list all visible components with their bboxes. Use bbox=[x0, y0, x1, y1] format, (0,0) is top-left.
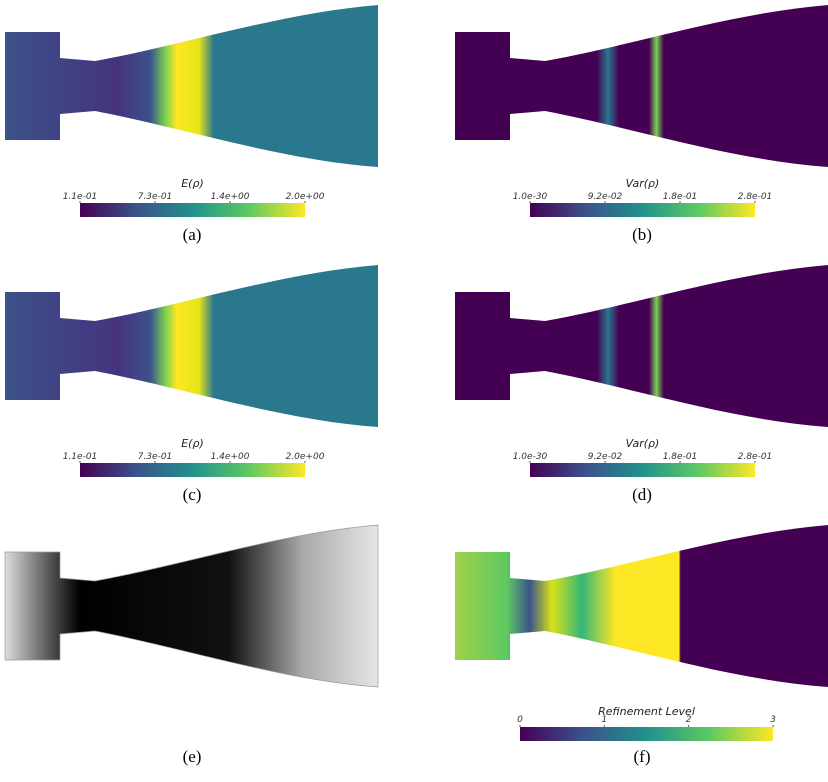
colorbar-tick-label: 9.2e-02 bbox=[588, 192, 623, 202]
caption: (e) bbox=[183, 747, 202, 766]
caption: (f) bbox=[634, 747, 651, 766]
colorbar-tick-label: 0 bbox=[517, 715, 523, 725]
colorbar-tick-label: 1.1e-01 bbox=[63, 452, 98, 462]
caption: (b) bbox=[632, 225, 652, 244]
colorbar-tick-label: 1.1e-01 bbox=[63, 192, 98, 202]
colorbar-tick-label: 1.0e-30 bbox=[513, 192, 548, 202]
nozzle-field bbox=[5, 525, 378, 687]
colorbar-tick-label: 7.3e-01 bbox=[138, 192, 173, 202]
nozzle-field bbox=[455, 265, 828, 427]
colorbar-label: Refinement Level bbox=[598, 705, 695, 718]
colorbar-label: Var(ρ) bbox=[626, 437, 660, 450]
colorbar bbox=[80, 463, 305, 477]
caption: (c) bbox=[183, 485, 202, 504]
nozzle-field bbox=[5, 265, 378, 427]
colorbar-tick-label: 2 bbox=[686, 715, 692, 725]
colorbar-tick-label: 1.8e-01 bbox=[663, 452, 698, 462]
colorbar-tick-label: 3 bbox=[770, 715, 776, 725]
colorbar bbox=[530, 463, 755, 477]
caption: (a) bbox=[183, 225, 202, 244]
nozzle-field bbox=[455, 525, 828, 687]
colorbar bbox=[80, 203, 305, 217]
colorbar-tick-label: 1.0e-30 bbox=[513, 452, 548, 462]
colorbar-tick-label: 2.8e-01 bbox=[738, 192, 773, 202]
nozzle-field bbox=[5, 5, 378, 167]
colorbar-tick-label: 2.0e+00 bbox=[286, 452, 325, 462]
colorbar bbox=[530, 203, 755, 217]
colorbar-tick-label: 9.2e-02 bbox=[588, 452, 623, 462]
colorbar-label: E(ρ) bbox=[181, 177, 204, 190]
figure: (a) E(ρ) 1.1e-01 7.3e-01 1.4e+00 2.0e+00 (b) Va… bbox=[0, 0, 828, 782]
colorbar-tick-label: 1.8e-01 bbox=[663, 192, 698, 202]
colorbar-tick-label: 7.3e-01 bbox=[138, 452, 173, 462]
nozzle-field bbox=[455, 5, 828, 167]
colorbar-tick-label: 2.0e+00 bbox=[286, 192, 325, 202]
colorbar-label: Var(ρ) bbox=[626, 177, 660, 190]
caption: (d) bbox=[632, 485, 652, 504]
colorbar-tick-label: 1.4e+00 bbox=[211, 452, 250, 462]
colorbar bbox=[520, 727, 773, 741]
colorbar-tick-label: 2.8e-01 bbox=[738, 452, 773, 462]
colorbar-tick-label: 1.4e+00 bbox=[211, 192, 250, 202]
colorbar-label: E(ρ) bbox=[181, 437, 204, 450]
colorbar-tick-label: 1 bbox=[601, 715, 607, 725]
